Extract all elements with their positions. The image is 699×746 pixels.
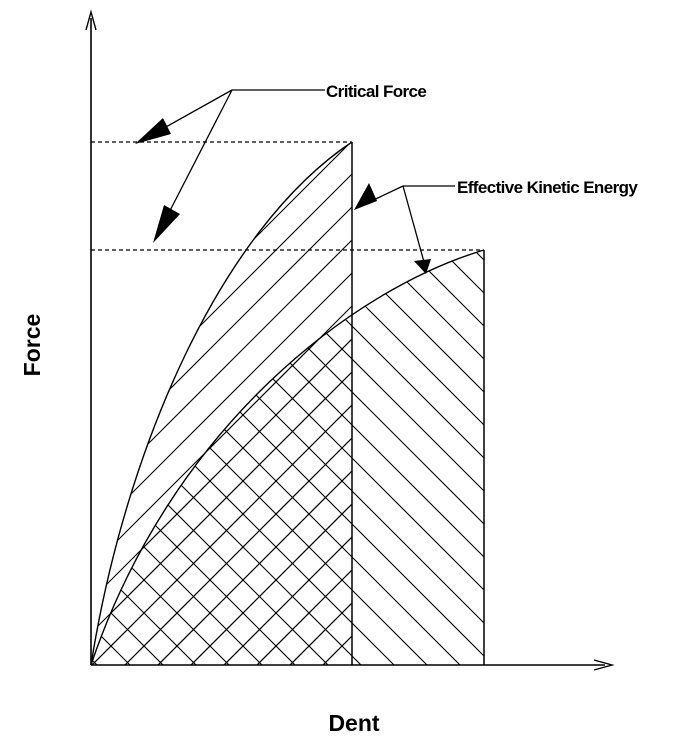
cross-hatch-line (91, 250, 352, 665)
kinetic-energy-arrowhead-right (414, 259, 431, 274)
lower-hatch-line (554, 0, 699, 700)
lower-hatch-line (91, 250, 484, 665)
cross-hatch-line (91, 250, 352, 665)
lower-hatch-line (355, 250, 484, 665)
cross-hatch-line (91, 250, 352, 665)
lower-hatch-line (91, 250, 484, 665)
lower-hatch-line (190, 250, 484, 665)
cross-hatch-line (387, 0, 699, 700)
critical-force-pointer (135, 89, 325, 243)
cross-hatch-line (91, 250, 352, 665)
upper-hatch-line (91, 142, 352, 665)
upper-hatch-line (287, 142, 352, 665)
cross-hatch-line (320, 250, 352, 665)
upper-hatch-line (91, 142, 352, 665)
cross-hatch-line (91, 250, 352, 665)
upper-hatch-line (91, 142, 352, 665)
lower-hatch-line (91, 250, 484, 665)
upper-hatch-line (354, 0, 699, 700)
cross-hatch-line (91, 250, 352, 665)
lower-force-dent-curve (90, 249, 485, 666)
upper-force-dent-curve (90, 141, 353, 666)
critical-force-label: Critical Force (326, 82, 426, 101)
lower-hatch-line (157, 250, 484, 665)
upper-hatch-line (91, 142, 352, 665)
cross-hatch-line (354, 0, 699, 700)
lower-hatch-line (454, 250, 484, 665)
lower-hatch-line (620, 0, 699, 700)
cross-hatch-line (221, 250, 352, 665)
lower-hatch-line (91, 250, 331, 665)
lower-hatch-line (91, 250, 397, 665)
upper-hatch-line (91, 142, 352, 665)
cross-hatch-line (188, 250, 352, 665)
lower-hatch-line (124, 250, 484, 665)
lower-hatch-line (488, 0, 699, 700)
lower-hatch-line (91, 250, 265, 665)
cross-hatch-line (91, 250, 352, 665)
lower-hatch-line (521, 0, 699, 700)
cross-hatch-line (287, 250, 352, 665)
kinetic-energy-arrowhead-left (354, 183, 377, 210)
cross-hatch-line (254, 250, 352, 665)
cross-hatch-line (155, 250, 352, 665)
upper-hatch-line (91, 142, 352, 665)
upper-hatch-line (91, 142, 352, 665)
upper-hatch-line (91, 142, 98, 665)
cross-hatch-line (91, 250, 352, 665)
lower-hatch-line (421, 250, 484, 665)
lower-hatch-line (686, 0, 699, 700)
lower-hatch-line (388, 250, 484, 665)
lower-hatch-line (91, 250, 298, 665)
cross-hatch-line (91, 250, 352, 665)
y-axis-label: Force (19, 314, 45, 377)
upper-hatch-line (155, 142, 352, 665)
x-axis-arrowhead (593, 659, 615, 671)
upper-hatch-line (91, 142, 352, 665)
lower-hatch-line (587, 0, 699, 700)
lower-hatch-line (91, 250, 364, 665)
lower-hatch-line (322, 250, 484, 665)
critical-force-arrowhead-upper (135, 118, 171, 144)
lower-hatch-line (91, 250, 484, 665)
critical-force-arrowhead-lower (153, 205, 180, 243)
x-axis-label: Dent (328, 710, 379, 736)
lower-hatch-line (91, 250, 484, 665)
upper-hatch-line (91, 142, 352, 665)
upper-hatch-line (91, 142, 352, 665)
lower-hatch-line (91, 250, 430, 665)
cross-hatch-line (91, 250, 329, 665)
lower-hatch-line (91, 250, 463, 665)
upper-hatch-line (387, 0, 699, 700)
upper-hatch-line (91, 142, 352, 665)
effective-kinetic-energy-label: Effective Kinetic Energy (457, 178, 638, 197)
lower-hatch-line (91, 250, 484, 665)
lower-hatch-line (91, 250, 484, 665)
lower-hatch-line (91, 250, 484, 665)
effective-kinetic-energy-pointer (354, 183, 455, 274)
lower-hatch-line (91, 250, 100, 665)
cross-hatch-line (91, 250, 352, 665)
lower-hatch-line (223, 250, 484, 665)
lower-hatch-line (653, 0, 699, 700)
cross-hatch-line (91, 250, 352, 665)
lower-hatch-line (91, 250, 484, 665)
cross-hatch-line (91, 250, 352, 665)
upper-hatch-line (91, 142, 329, 665)
lower-hatch-line (91, 250, 484, 665)
upper-hatch-line (320, 142, 352, 665)
cross-hatch-line (122, 250, 352, 665)
cross-hatch-line (91, 250, 98, 665)
upper-hatch-line (188, 142, 352, 665)
upper-hatch-line (254, 142, 352, 665)
upper-hatch-line (91, 142, 352, 665)
y-axis-arrowhead (85, 9, 97, 31)
